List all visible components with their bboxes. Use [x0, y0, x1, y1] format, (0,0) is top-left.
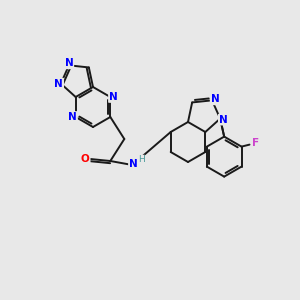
- Text: N: N: [64, 58, 73, 68]
- Text: N: N: [211, 94, 219, 104]
- Text: H: H: [138, 155, 145, 164]
- Text: N: N: [68, 112, 77, 122]
- Text: N: N: [219, 115, 228, 124]
- Text: F: F: [252, 138, 259, 148]
- Text: N: N: [109, 92, 118, 102]
- Text: O: O: [81, 154, 90, 164]
- Text: N: N: [129, 159, 138, 169]
- Text: N: N: [54, 79, 63, 88]
